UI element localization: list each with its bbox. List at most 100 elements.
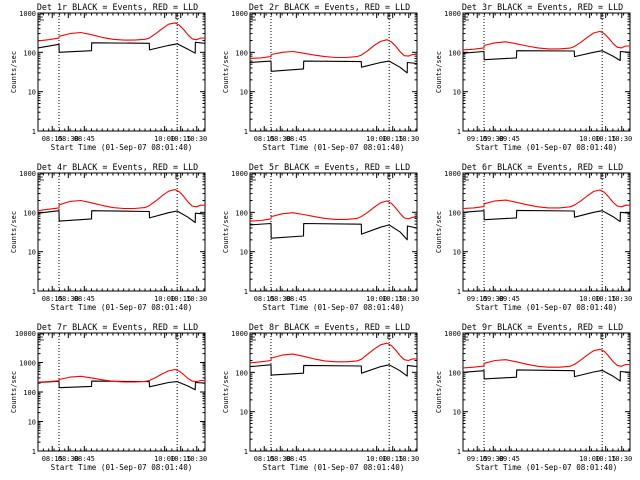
x-tick-label: 08:15 xyxy=(42,135,63,143)
chart-title: Det 1r BLACK = Events, RED = LLD xyxy=(37,2,198,12)
y-tick-label: 1 xyxy=(244,448,248,456)
y-tick-label: 10 xyxy=(453,409,461,417)
y-tick-label: 10 xyxy=(240,409,248,417)
y-tick-label: 100 xyxy=(235,209,248,217)
chart-panel-7: Det 7r BLACK = Events, RED = LLD 1 10 100 10… xyxy=(10,322,207,472)
plot-frame xyxy=(37,332,206,452)
x-tick-label: 09:30 xyxy=(483,295,504,303)
x-tick-label: 09:30 xyxy=(483,455,504,463)
chart-title: Det 6r BLACK = Events, RED = LLD xyxy=(462,162,623,172)
start-flag-icon xyxy=(39,13,44,21)
chart-panel-4: Det 4r BLACK = Events, RED = LLD 1 10 100 10… xyxy=(10,162,207,312)
x-tick-label: 08:45 xyxy=(286,295,307,303)
event-marker-label: E xyxy=(175,332,180,341)
chart-title: Det 7r BLACK = Events, RED = LLD xyxy=(37,322,198,332)
y-axis-label: Counts/sec xyxy=(222,211,230,253)
y-tick-label: 100 xyxy=(235,369,248,377)
x-tick-label: 08:15 xyxy=(42,455,63,463)
x-tick-label: 10:15 xyxy=(382,135,403,143)
y-tick-label: 10 xyxy=(28,249,36,257)
x-tick-label: 08:30 xyxy=(58,295,79,303)
start-flag-icon xyxy=(251,333,256,341)
y-tick-label: 1 xyxy=(457,448,461,456)
plot-frame xyxy=(462,12,631,132)
x-tick-label: 10:30 xyxy=(186,135,207,143)
x-tick-label: 10:30 xyxy=(186,295,207,303)
y-tick-label: 100 xyxy=(23,49,36,57)
x-tick-label: 10:15 xyxy=(595,455,616,463)
series-lld-line xyxy=(462,348,630,369)
series-lld-line xyxy=(37,368,205,383)
series-events-line xyxy=(37,41,206,54)
y-axis-label: Counts/sec xyxy=(10,211,18,253)
series-lld-line xyxy=(249,342,417,364)
y-axis-label: Counts/sec xyxy=(435,51,443,93)
x-tick-label: 10:00 xyxy=(154,135,175,143)
y-tick-label: 1000 xyxy=(444,330,461,338)
x-axis-label: Start Time (01-Sep-07 08:01:40) xyxy=(476,463,618,472)
start-flag-icon xyxy=(464,173,469,181)
event-marker-label: E xyxy=(600,12,605,21)
x-tick-label: 08:45 xyxy=(286,135,307,143)
y-axis-label: Counts/sec xyxy=(10,371,18,413)
y-tick-label: 1 xyxy=(32,128,36,136)
event-marker-label: E xyxy=(600,172,605,181)
event-marker-label: E xyxy=(175,12,180,21)
x-tick-label: 08:30 xyxy=(58,455,79,463)
y-tick-label: 1000 xyxy=(444,170,461,178)
start-flag-icon xyxy=(39,333,44,341)
x-tick-label: 08:30 xyxy=(58,135,79,143)
series-lld-line xyxy=(462,30,630,51)
x-axis-label: Start Time (01-Sep-07 08:01:40) xyxy=(476,143,618,152)
x-tick-label: 09:30 xyxy=(483,135,504,143)
chart-title: Det 4r BLACK = Events, RED = LLD xyxy=(37,162,198,172)
chart-title: Det 9r BLACK = Events, RED = LLD xyxy=(462,322,623,332)
series-lld-line xyxy=(249,39,417,59)
chart-panel-1: Det 1r BLACK = Events, RED = LLD 1 10 100 10… xyxy=(10,2,207,152)
y-tick-label: 1000 xyxy=(19,170,36,178)
series-events-line xyxy=(462,369,631,382)
x-tick-label: 10:30 xyxy=(398,455,419,463)
plot-frame xyxy=(249,172,418,292)
y-tick-label: 1 xyxy=(457,128,461,136)
y-tick-label: 1000 xyxy=(19,360,36,368)
plot-frame xyxy=(462,332,631,452)
x-tick-label: 10:15 xyxy=(382,455,403,463)
event-marker-label: E xyxy=(175,172,180,181)
y-axis-label: Counts/sec xyxy=(222,51,230,93)
x-tick-label: 10:15 xyxy=(170,135,191,143)
x-tick-label: 10:30 xyxy=(611,295,632,303)
start-flag-icon xyxy=(464,13,469,21)
y-tick-label: 1000 xyxy=(19,10,36,18)
y-tick-label: 100 xyxy=(448,369,461,377)
y-tick-label: 10 xyxy=(28,89,36,97)
x-tick-label: 09:45 xyxy=(499,295,520,303)
series-events-line xyxy=(462,50,631,62)
chart-panel-5: Det 5r BLACK = Events, RED = LLD 1 10 100 10… xyxy=(222,162,419,312)
start-flag-icon xyxy=(251,13,256,21)
series-lld-line xyxy=(462,189,630,210)
x-tick-label: 09:15 xyxy=(467,295,488,303)
plot-frame xyxy=(249,332,418,452)
y-tick-label: 1 xyxy=(32,288,36,296)
x-tick-label: 10:00 xyxy=(366,455,387,463)
y-tick-label: 1 xyxy=(457,288,461,296)
y-axis-label: Counts/sec xyxy=(435,371,443,413)
x-tick-label: 10:30 xyxy=(398,295,419,303)
x-axis-label: Start Time (01-Sep-07 08:01:40) xyxy=(263,303,405,312)
y-tick-label: 100 xyxy=(23,209,36,217)
x-tick-label: 10:15 xyxy=(170,295,191,303)
series-events-line xyxy=(37,210,206,224)
y-tick-label: 100 xyxy=(23,389,36,397)
plot-frame xyxy=(249,12,418,132)
y-tick-label: 1000 xyxy=(231,10,248,18)
x-tick-label: 10:30 xyxy=(611,135,632,143)
x-tick-label: 08:15 xyxy=(42,295,63,303)
series-events-line xyxy=(249,364,418,377)
x-tick-label: 10:30 xyxy=(186,455,207,463)
event-marker-label: E xyxy=(387,172,392,181)
x-tick-label: 08:30 xyxy=(270,455,291,463)
x-tick-label: 09:15 xyxy=(467,135,488,143)
x-axis-label: Start Time (01-Sep-07 08:01:40) xyxy=(51,303,193,312)
chart-panel-9: Det 9r BLACK = Events, RED = LLD 1 10 100 10… xyxy=(435,322,632,472)
